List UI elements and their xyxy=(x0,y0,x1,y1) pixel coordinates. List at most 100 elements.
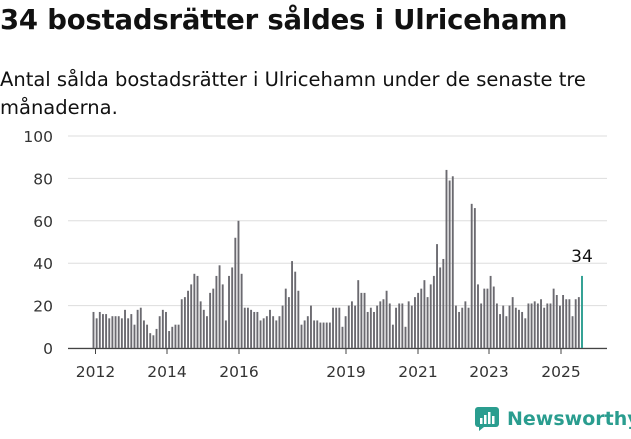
y-tick-label: 100 xyxy=(23,128,53,146)
bar xyxy=(316,320,319,348)
bar xyxy=(338,307,341,348)
bar xyxy=(168,331,171,348)
bar xyxy=(328,322,331,348)
brand-name: Newsworthy xyxy=(507,408,631,430)
bar xyxy=(136,309,139,348)
bar xyxy=(524,318,527,348)
bar xyxy=(287,297,290,348)
bar xyxy=(224,320,227,348)
bar xyxy=(319,322,322,348)
bar xyxy=(341,326,344,348)
bar xyxy=(407,301,410,348)
bar xyxy=(574,299,577,348)
brand-logo: Newsworthy xyxy=(475,407,631,431)
value-annotation: 34 xyxy=(571,247,593,267)
bar xyxy=(278,316,281,348)
bar xyxy=(436,244,438,348)
bar xyxy=(458,311,461,348)
bar xyxy=(149,333,152,348)
y-tick-label: 80 xyxy=(33,170,53,188)
x-tick-label: 2019 xyxy=(326,363,365,381)
bar xyxy=(360,292,363,348)
bar xyxy=(325,322,328,348)
bar xyxy=(269,309,271,348)
bar xyxy=(379,301,382,348)
bar xyxy=(124,309,126,348)
bar-chart: 0 20 40 60 80 100 2012 2014 2016 2019 2021 2023 2025… xyxy=(23,128,607,381)
x-tick-label: 2016 xyxy=(219,363,258,381)
bar xyxy=(549,303,552,348)
bar xyxy=(483,288,486,348)
y-tick-label: 0 xyxy=(43,340,53,358)
x-tick-label: 2023 xyxy=(469,363,508,381)
bar xyxy=(373,311,375,348)
bar xyxy=(347,305,350,348)
bar xyxy=(423,280,426,348)
bar xyxy=(221,284,224,348)
bar xyxy=(111,316,114,348)
bar xyxy=(489,275,492,348)
bar xyxy=(165,311,167,348)
bar xyxy=(558,305,561,348)
bar xyxy=(492,286,495,348)
bar xyxy=(442,258,445,348)
bar xyxy=(102,314,104,348)
bar xyxy=(243,307,246,348)
bar xyxy=(202,309,205,348)
bar xyxy=(363,292,366,348)
bar xyxy=(502,305,505,348)
bar xyxy=(546,303,549,348)
bar xyxy=(206,316,208,348)
bar xyxy=(177,324,180,348)
bar xyxy=(543,307,546,348)
bar xyxy=(388,303,391,348)
bar xyxy=(259,320,262,348)
bar xyxy=(426,297,429,348)
bar xyxy=(401,303,404,348)
newsworthy-logo-icon xyxy=(475,407,499,431)
bar xyxy=(234,237,237,348)
gridlines xyxy=(68,135,607,350)
bar xyxy=(228,275,230,348)
bar xyxy=(117,316,120,348)
x-tick-label: 2021 xyxy=(398,363,437,381)
y-tick-label: 40 xyxy=(33,255,53,273)
y-tick-label: 20 xyxy=(33,298,53,316)
bar xyxy=(565,299,568,348)
bar xyxy=(354,305,357,348)
bar xyxy=(133,324,136,348)
bar xyxy=(300,324,303,348)
bar xyxy=(275,320,278,348)
bar xyxy=(521,311,524,348)
bar xyxy=(332,307,334,348)
bar xyxy=(429,284,432,348)
bar xyxy=(376,305,379,348)
bar xyxy=(183,297,186,348)
bar xyxy=(404,326,407,348)
bar xyxy=(120,318,123,348)
bar xyxy=(139,307,142,348)
bar xyxy=(486,288,489,348)
bar xyxy=(451,176,454,348)
bar xyxy=(385,290,388,348)
bar xyxy=(505,316,508,348)
bar xyxy=(310,305,312,348)
bar xyxy=(467,307,470,348)
bar xyxy=(417,292,420,348)
bar xyxy=(369,307,372,348)
bar xyxy=(344,316,347,348)
bar xyxy=(158,316,161,348)
bar xyxy=(530,303,533,348)
x-tick-label: 2014 xyxy=(147,363,186,381)
bar xyxy=(511,297,514,348)
bar xyxy=(568,299,571,348)
bar xyxy=(395,307,397,348)
bar xyxy=(518,309,520,348)
x-tick-label: 2025 xyxy=(541,363,580,381)
bar xyxy=(108,318,111,348)
bar xyxy=(240,273,243,348)
bar xyxy=(262,318,265,348)
bar xyxy=(152,335,155,348)
bar xyxy=(190,284,193,348)
bar xyxy=(92,311,95,348)
